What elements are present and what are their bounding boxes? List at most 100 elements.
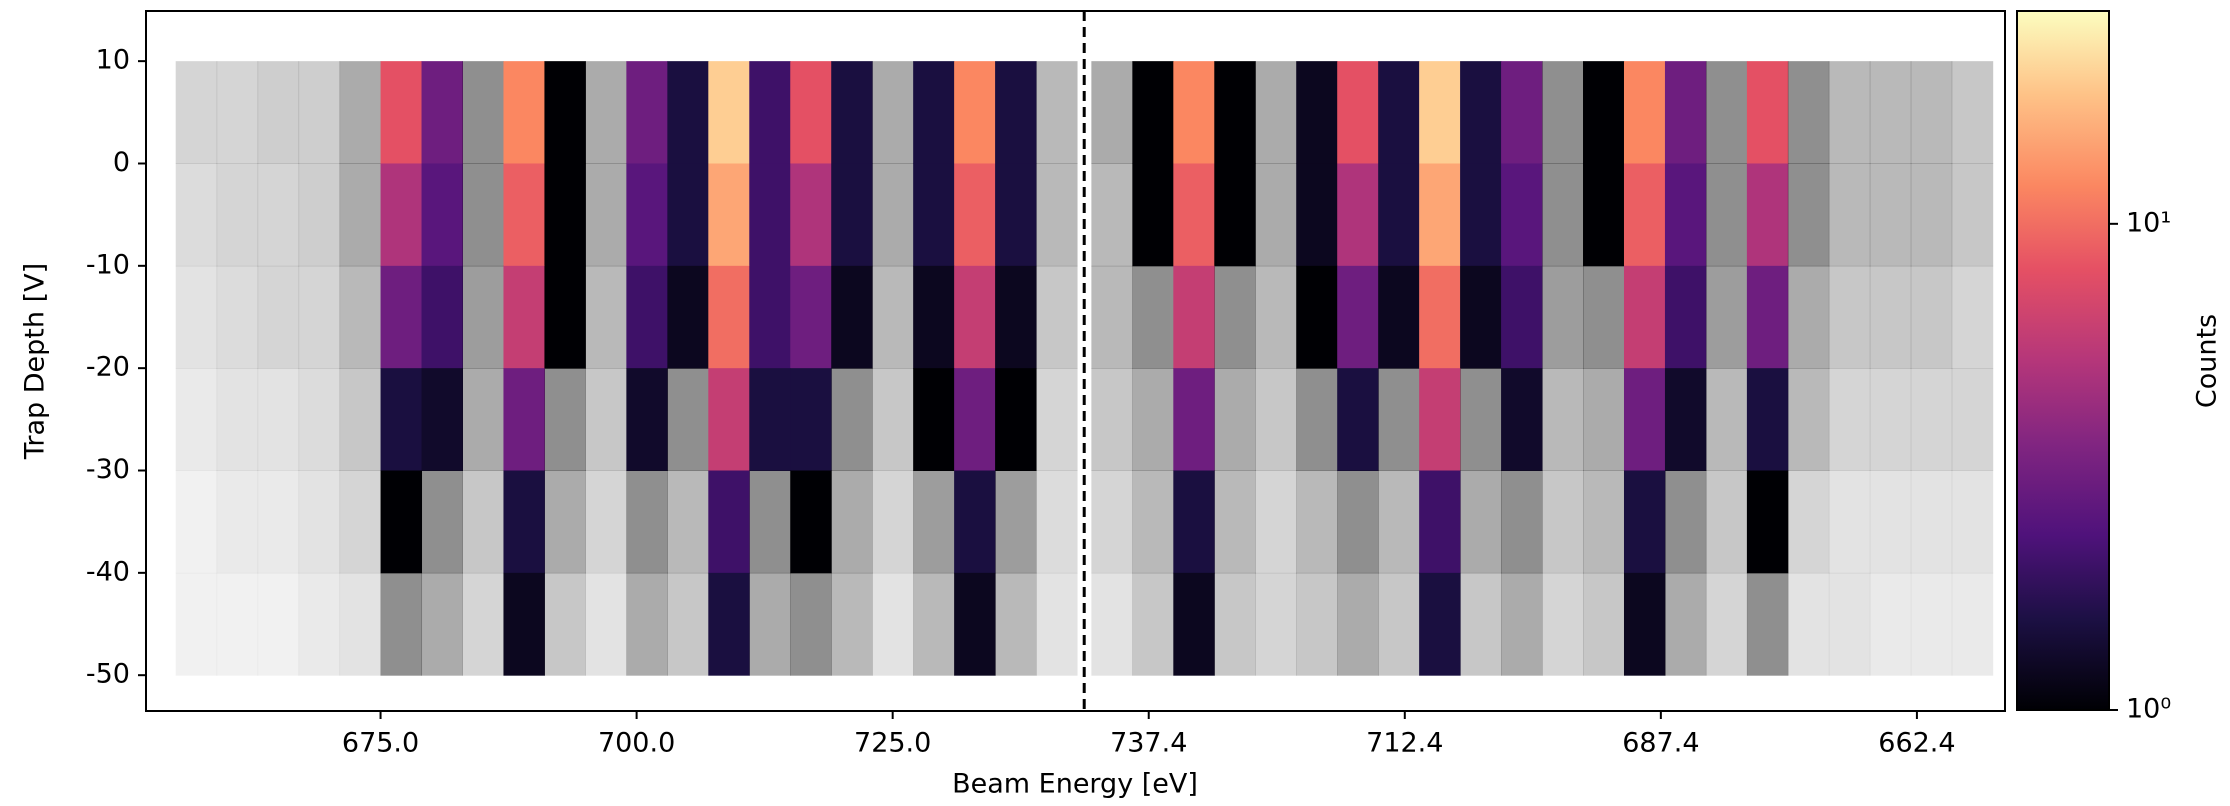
heatmap-cell — [503, 163, 545, 267]
heatmap-cell — [544, 368, 586, 472]
heatmap-cell — [1951, 470, 1994, 574]
heatmap-cell — [1419, 368, 1461, 472]
heatmap-cell — [1705, 572, 1748, 676]
heatmap-cell — [175, 572, 218, 676]
heatmap-cell — [1951, 163, 1994, 267]
heatmap-cell — [380, 572, 423, 676]
heatmap-cell — [831, 572, 873, 676]
heatmap-cell — [257, 61, 300, 164]
heatmap-cell — [1255, 368, 1297, 472]
heatmap-cell — [749, 368, 791, 472]
heatmap-cell — [1746, 265, 1789, 369]
heatmap-cell — [1296, 470, 1338, 574]
heatmap-cell — [1036, 572, 1078, 676]
heatmap-cell — [913, 61, 955, 164]
heatmap-cell — [339, 572, 382, 676]
heatmap-cell — [1583, 265, 1625, 369]
heatmap-cell — [626, 572, 668, 676]
x-tick-label: 737.4 — [1110, 728, 1187, 759]
heatmap-cell — [1787, 163, 1830, 267]
heatmap-cell — [1542, 572, 1584, 676]
heatmap-cell — [1378, 572, 1420, 676]
heatmap-cell — [462, 470, 504, 574]
x-tick-label: 687.4 — [1622, 728, 1699, 759]
heatmap-cell — [1664, 368, 1707, 472]
heatmap-cell — [462, 163, 504, 267]
heatmap-cell — [790, 572, 832, 676]
heatmap-cell — [1787, 368, 1830, 472]
heatmap-cell — [1542, 470, 1584, 574]
heatmap-cell — [995, 572, 1037, 676]
heatmap-cell — [585, 572, 627, 676]
heatmap-cell — [1091, 61, 1133, 164]
y-tick-label: -20 — [86, 352, 130, 383]
heatmap-cell — [1036, 61, 1078, 164]
heatmap-cell — [708, 265, 750, 369]
heatmap-cell — [1214, 470, 1256, 574]
heatmap-cell — [1296, 572, 1338, 676]
heatmap-cell — [421, 265, 463, 369]
heatmap-cell — [585, 163, 627, 267]
heatmap-cell — [503, 61, 545, 164]
x-tick-label: 662.4 — [1878, 728, 1955, 759]
heatmap-cell — [257, 265, 300, 369]
heatmap-cell — [298, 572, 341, 676]
heatmap-cell — [1623, 61, 1666, 164]
heatmap-cell — [1091, 572, 1133, 676]
heatmap-cell — [1501, 470, 1543, 574]
heatmap-cell — [1746, 572, 1789, 676]
heatmap-cell — [1214, 368, 1256, 472]
heatmap-cell — [1091, 470, 1133, 574]
heatmap-cell — [421, 572, 463, 676]
heatmap-cell — [1583, 368, 1625, 472]
heatmap-cell — [1542, 163, 1584, 267]
heatmap-cell — [1255, 265, 1297, 369]
heatmap-cell — [339, 470, 382, 574]
heatmap-cell — [544, 265, 586, 369]
heatmap-cell — [421, 61, 463, 164]
heatmap-cell — [339, 61, 382, 164]
heatmap-cell — [1460, 265, 1502, 369]
heatmap-cell — [1746, 163, 1789, 267]
heatmap-cell — [1623, 163, 1666, 267]
heatmap-cell — [1828, 368, 1871, 472]
x-axis-label: Beam Energy [eV] — [952, 769, 1198, 800]
heatmap-cell — [995, 61, 1037, 164]
heatmap-cell — [1787, 61, 1830, 164]
heatmap-cell — [1173, 470, 1215, 574]
heatmap-cell — [1746, 470, 1789, 574]
heatmap-cell — [1787, 470, 1830, 574]
heatmap-cell — [298, 368, 341, 472]
x-tick-label: 675.0 — [342, 728, 419, 759]
y-tick-label: 0 — [113, 147, 130, 178]
heatmap-cell — [708, 572, 750, 676]
heatmap-cell — [749, 265, 791, 369]
heatmap-cell — [1951, 265, 1994, 369]
heatmap-cell — [708, 163, 750, 267]
heatmap-cell — [175, 470, 218, 574]
heatmap-cell — [749, 470, 791, 574]
heatmap-cell — [1173, 265, 1215, 369]
heatmap-cell — [1036, 163, 1078, 267]
heatmap-cell — [1501, 61, 1543, 164]
heatmap-cell — [1664, 265, 1707, 369]
heatmap-cell — [1091, 265, 1133, 369]
heatmap-cell — [1869, 572, 1912, 676]
heatmap-cell — [1910, 572, 1953, 676]
heatmap-cell — [1828, 572, 1871, 676]
heatmap-cell — [1583, 61, 1625, 164]
heatmap-cell — [1501, 163, 1543, 267]
heatmap-cell — [1787, 572, 1830, 676]
heatmap-cell — [1337, 470, 1379, 574]
heatmap-cell — [1255, 61, 1297, 164]
heatmap-cell — [790, 265, 832, 369]
heatmap-cell — [503, 572, 545, 676]
heatmap-cell — [1746, 368, 1789, 472]
heatmap-cell — [749, 61, 791, 164]
heatmap-cell — [1828, 163, 1871, 267]
heatmap-cell — [954, 470, 996, 574]
heatmap-cell — [339, 265, 382, 369]
heatmap-cell — [1869, 265, 1912, 369]
heatmap-cell — [1828, 470, 1871, 574]
heatmap-cell — [708, 61, 750, 164]
